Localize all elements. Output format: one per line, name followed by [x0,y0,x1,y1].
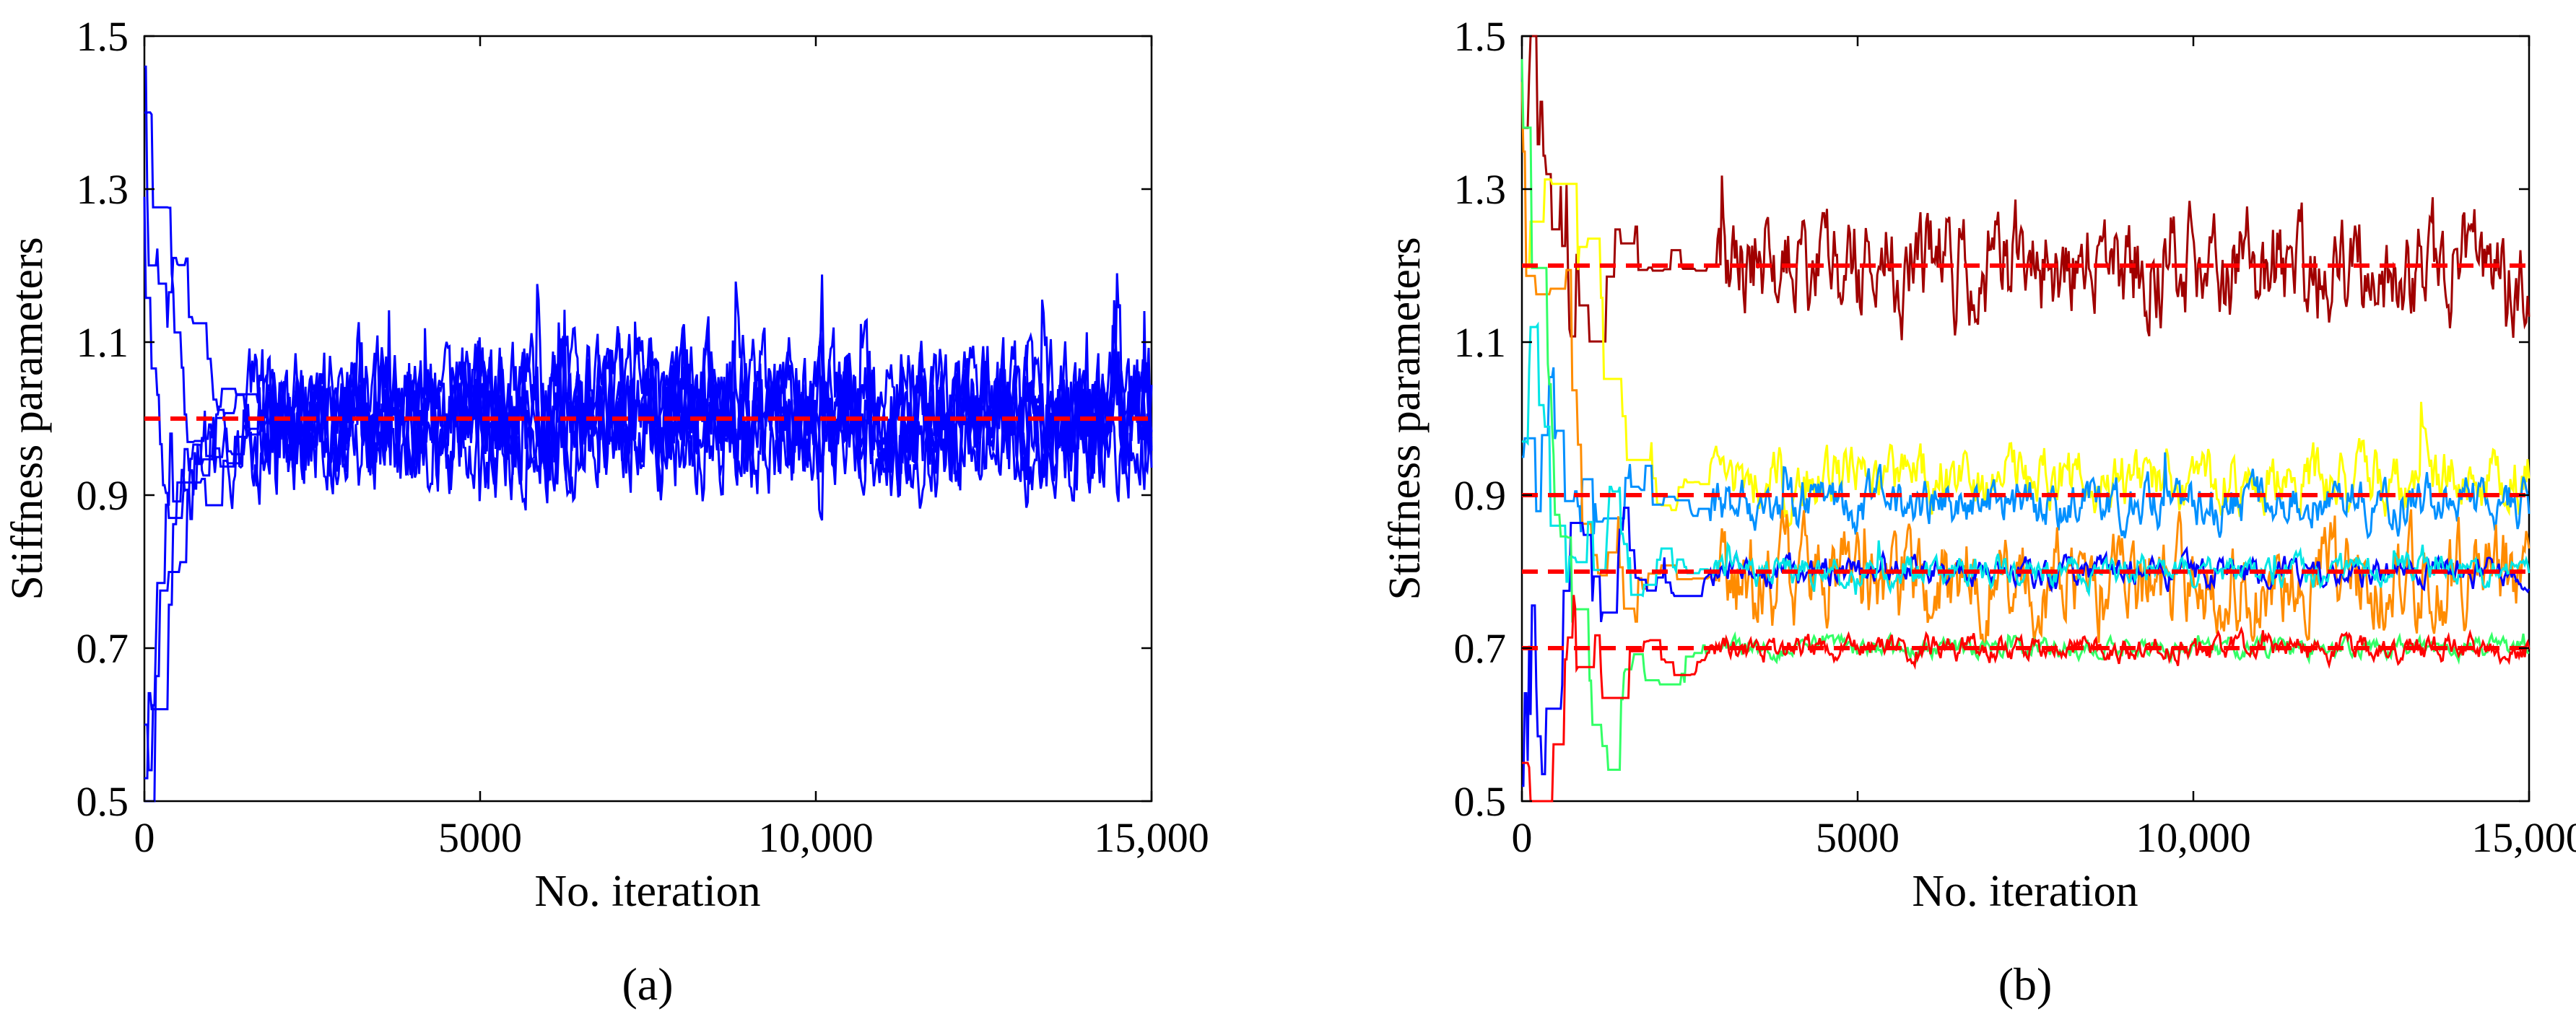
series-line-b-3 [1522,367,2531,540]
caption-b: (b) [1998,958,2053,1010]
y-tick-label-b-6: 1.5 [1454,13,1507,60]
plot-frame-b [1520,35,2531,803]
x-axis-label-a: No. iteration [534,867,760,916]
y-tick-label-a-3: 0.9 [77,472,129,519]
x-tick-label-a-1: 0 [134,814,155,861]
y-tick-label-b-5: 1.3 [1454,166,1507,213]
x-tick-label-b-1: 0 [1512,814,1533,861]
x-ticks-b: 0 5000 10,000 15,000 [1512,36,2576,861]
series-line-b-4 [1520,82,2531,651]
y-tick-label-b-2: 0.7 [1454,625,1507,672]
y-tick-label-b-4: 1.1 [1454,319,1507,366]
y-ticks-b: 0.5 0.7 0.9 1.1 1.3 1.5 [1454,13,2529,825]
y-axis-label-b: Stiffness parameters [1380,237,1430,600]
x-tick-label-a-4: 15,000 [1094,814,1209,861]
x-tick-label-b-3: 10,000 [2136,814,2251,861]
y-tick-label-a-2: 0.7 [77,625,129,672]
caption-a: (a) [622,958,673,1010]
reference-lines-b [1522,263,2529,650]
x-tick-label-b-4: 15,000 [2471,814,2576,861]
y-ticks-a: 0.5 0.7 0.9 1.1 1.3 1.5 [77,13,1152,825]
y-axis-label-a: Stiffness parameters [3,237,52,600]
y-tick-label-b-1: 0.5 [1454,778,1507,825]
chart-panel-a: 0 5000 10,000 15,000 0.5 0.7 0.9 1.1 1.3 1.5 No.… [3,13,1209,1010]
x-tick-label-b-2: 5000 [1816,814,1900,861]
series-group-a [143,65,1153,803]
y-tick-label-b-3: 0.9 [1454,472,1507,519]
series-line-b-1 [1522,35,2531,343]
series-group-b [1520,35,2531,803]
y-tick-label-a-5: 1.3 [77,166,129,213]
y-tick-label-a-4: 1.1 [77,319,129,366]
y-tick-label-a-6: 1.5 [77,13,129,60]
chart-panel-b: 0 5000 10,000 15,000 0.5 0.7 0.9 1.1 1.3 1.5 No.… [1380,13,2576,1010]
series-line-a-6 [144,322,1153,772]
x-axis-label-b: No. iteration [1912,867,2138,916]
x-tick-label-a-2: 5000 [438,814,522,861]
series-line-b-5 [1522,507,2531,787]
series-line-b-8 [1522,595,2531,803]
y-tick-label-a-1: 0.5 [77,778,129,825]
x-tick-label-a-3: 10,000 [758,814,874,861]
x-ticks-a: 0 5000 10,000 15,000 [134,36,1209,861]
series-line-b-2 [1522,178,2531,528]
